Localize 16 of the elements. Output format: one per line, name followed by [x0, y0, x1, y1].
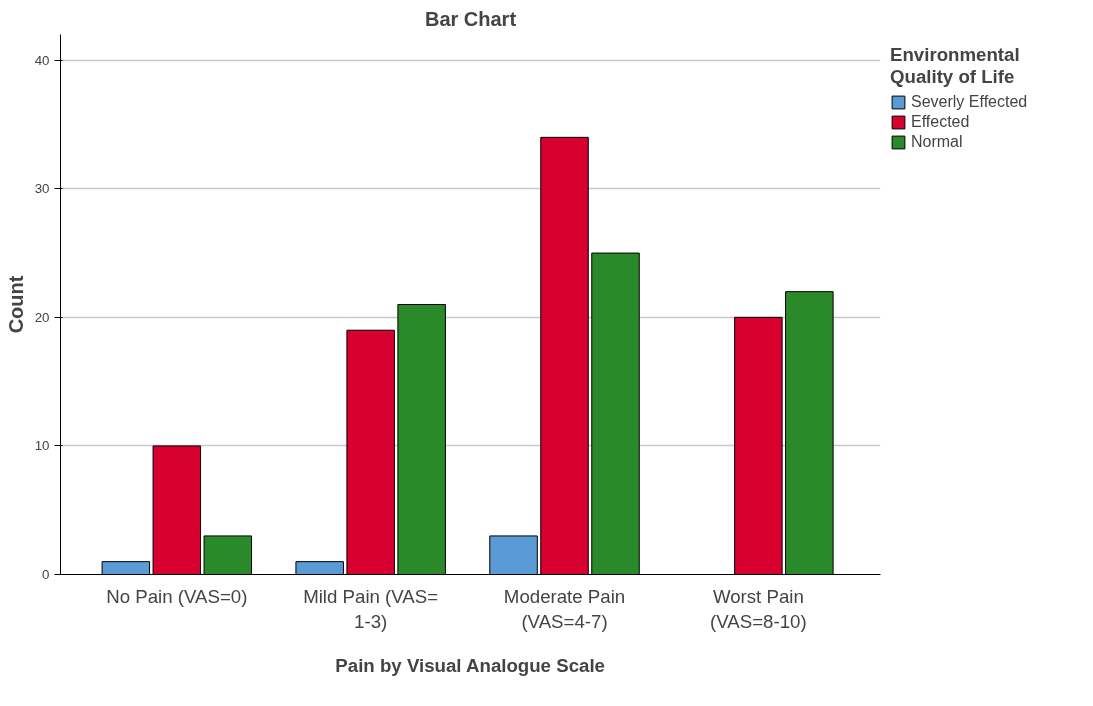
y-tick-label: 40: [34, 52, 50, 68]
legend-title: Environmental Quality of Life: [890, 44, 1021, 88]
legend-label: Severly Effected: [911, 93, 1028, 111]
chart-title: Bar Chart: [424, 7, 517, 30]
x-axis-title: Pain by Visual Analogue Scale: [335, 654, 605, 676]
x-tick-label: Moderate Pain (VAS=4-7): [503, 585, 626, 632]
x-tick-label: Worst Pain (VAS=8-10): [710, 585, 807, 632]
y-tick-label: 0: [42, 567, 50, 582]
y-tick-label: 10: [34, 438, 50, 454]
y-tick-label: 30: [34, 181, 50, 197]
x-tick-label: No Pain (VAS=0): [106, 585, 248, 607]
x-tick-label: Mild Pain (VAS= 1-3): [303, 585, 439, 632]
y-axis-title: Count: [4, 275, 27, 334]
legend-label: Effected: [911, 113, 970, 131]
y-tick-label: 20: [34, 309, 50, 325]
legend-label: Normal: [911, 133, 963, 151]
